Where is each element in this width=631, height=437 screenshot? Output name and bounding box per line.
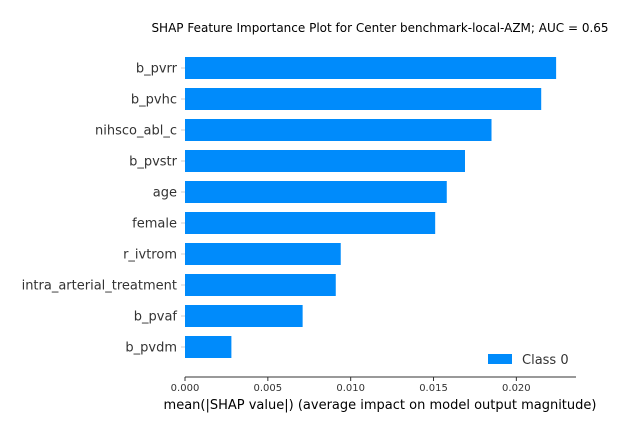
y-tick-label: b_pvhc [131,93,177,108]
x-tick-label: 0.015 [419,383,448,394]
y-tick-label: b_pvrr [136,62,178,77]
y-tick-label: nihsco_abl_c [95,124,177,139]
y-tick-label: female [132,217,177,232]
bar-female [185,212,436,234]
y-tick-label: b_pvaf [134,310,178,325]
bars-layer [185,57,557,358]
bar-b_pvdm [185,336,232,358]
bar-b_pvaf [185,305,303,327]
x-axis-label: mean(|SHAP value|) (average impact on mo… [164,398,597,413]
legend-swatch [488,354,512,364]
x-tick-label: 0.020 [502,383,531,394]
x-tick-label: 0.010 [336,383,365,394]
legend-label: Class 0 [522,353,569,368]
legend: Class 0 [488,353,569,368]
bar-nihsco_abl_c [185,119,492,141]
y-tick-label: age [153,186,177,201]
y-tick-label: r_ivtrom [123,248,177,263]
bar-b_pvstr [185,150,465,172]
y-tick-label: intra_arterial_treatment [22,279,177,294]
bar-b_pvrr [185,57,557,79]
x-tick-label: 0.000 [171,383,200,394]
bar-age [185,181,447,203]
bar-r_ivtrom [185,243,341,265]
y-tick-label: b_pvdm [125,341,177,356]
x-ticks: 0.000 0.005 0.010 0.015 0.020 [171,377,531,394]
chart-title: SHAP Feature Importance Plot for Center … [151,21,608,35]
bar-b_pvhc [185,88,542,110]
bar-intra_arterial_treatment [185,274,336,296]
y-tick-label: b_pvstr [129,155,178,170]
x-tick-label: 0.005 [254,383,283,394]
